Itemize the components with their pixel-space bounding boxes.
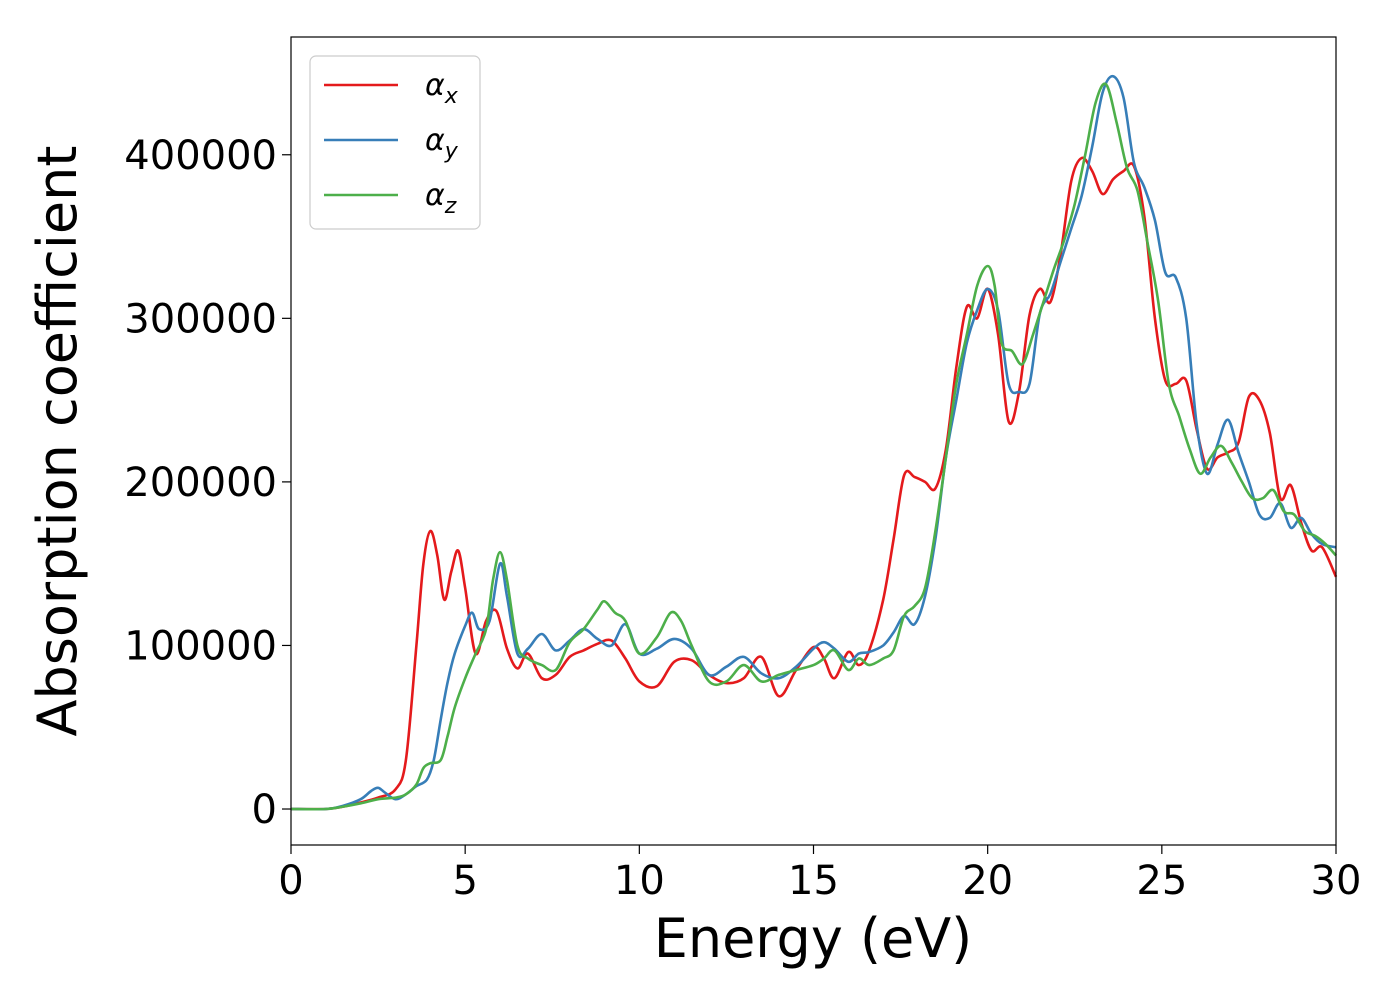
x-tick-label: 25 <box>1136 858 1187 904</box>
y-tick-label: 300000 <box>124 296 277 342</box>
x-tick-label: 0 <box>278 858 303 904</box>
series-line-y <box>290 74 1337 811</box>
x-tick-label: 30 <box>1311 858 1362 904</box>
y-axis: 0 100000 200000 300000 400000 <box>124 133 291 833</box>
y-tick-label: 0 <box>252 787 277 833</box>
series-lines <box>290 74 1338 811</box>
x-tick-label: 20 <box>962 858 1013 904</box>
y-axis-title: Absorption coefficient <box>26 146 89 737</box>
series-line-x <box>290 156 1338 811</box>
y-tick-label: 200000 <box>124 460 277 506</box>
y-tick-label: 400000 <box>124 133 277 179</box>
y-tick-label: 100000 <box>124 623 277 669</box>
x-tick-label: 10 <box>614 858 665 904</box>
x-tick-label: 15 <box>788 858 839 904</box>
x-axis-title: Energy (eV) <box>654 907 973 970</box>
series-line-z <box>290 82 1337 811</box>
x-tick-label: 5 <box>452 858 477 904</box>
x-axis: 0 5 10 15 20 25 30 <box>278 845 1361 904</box>
legend-box <box>309 55 481 230</box>
